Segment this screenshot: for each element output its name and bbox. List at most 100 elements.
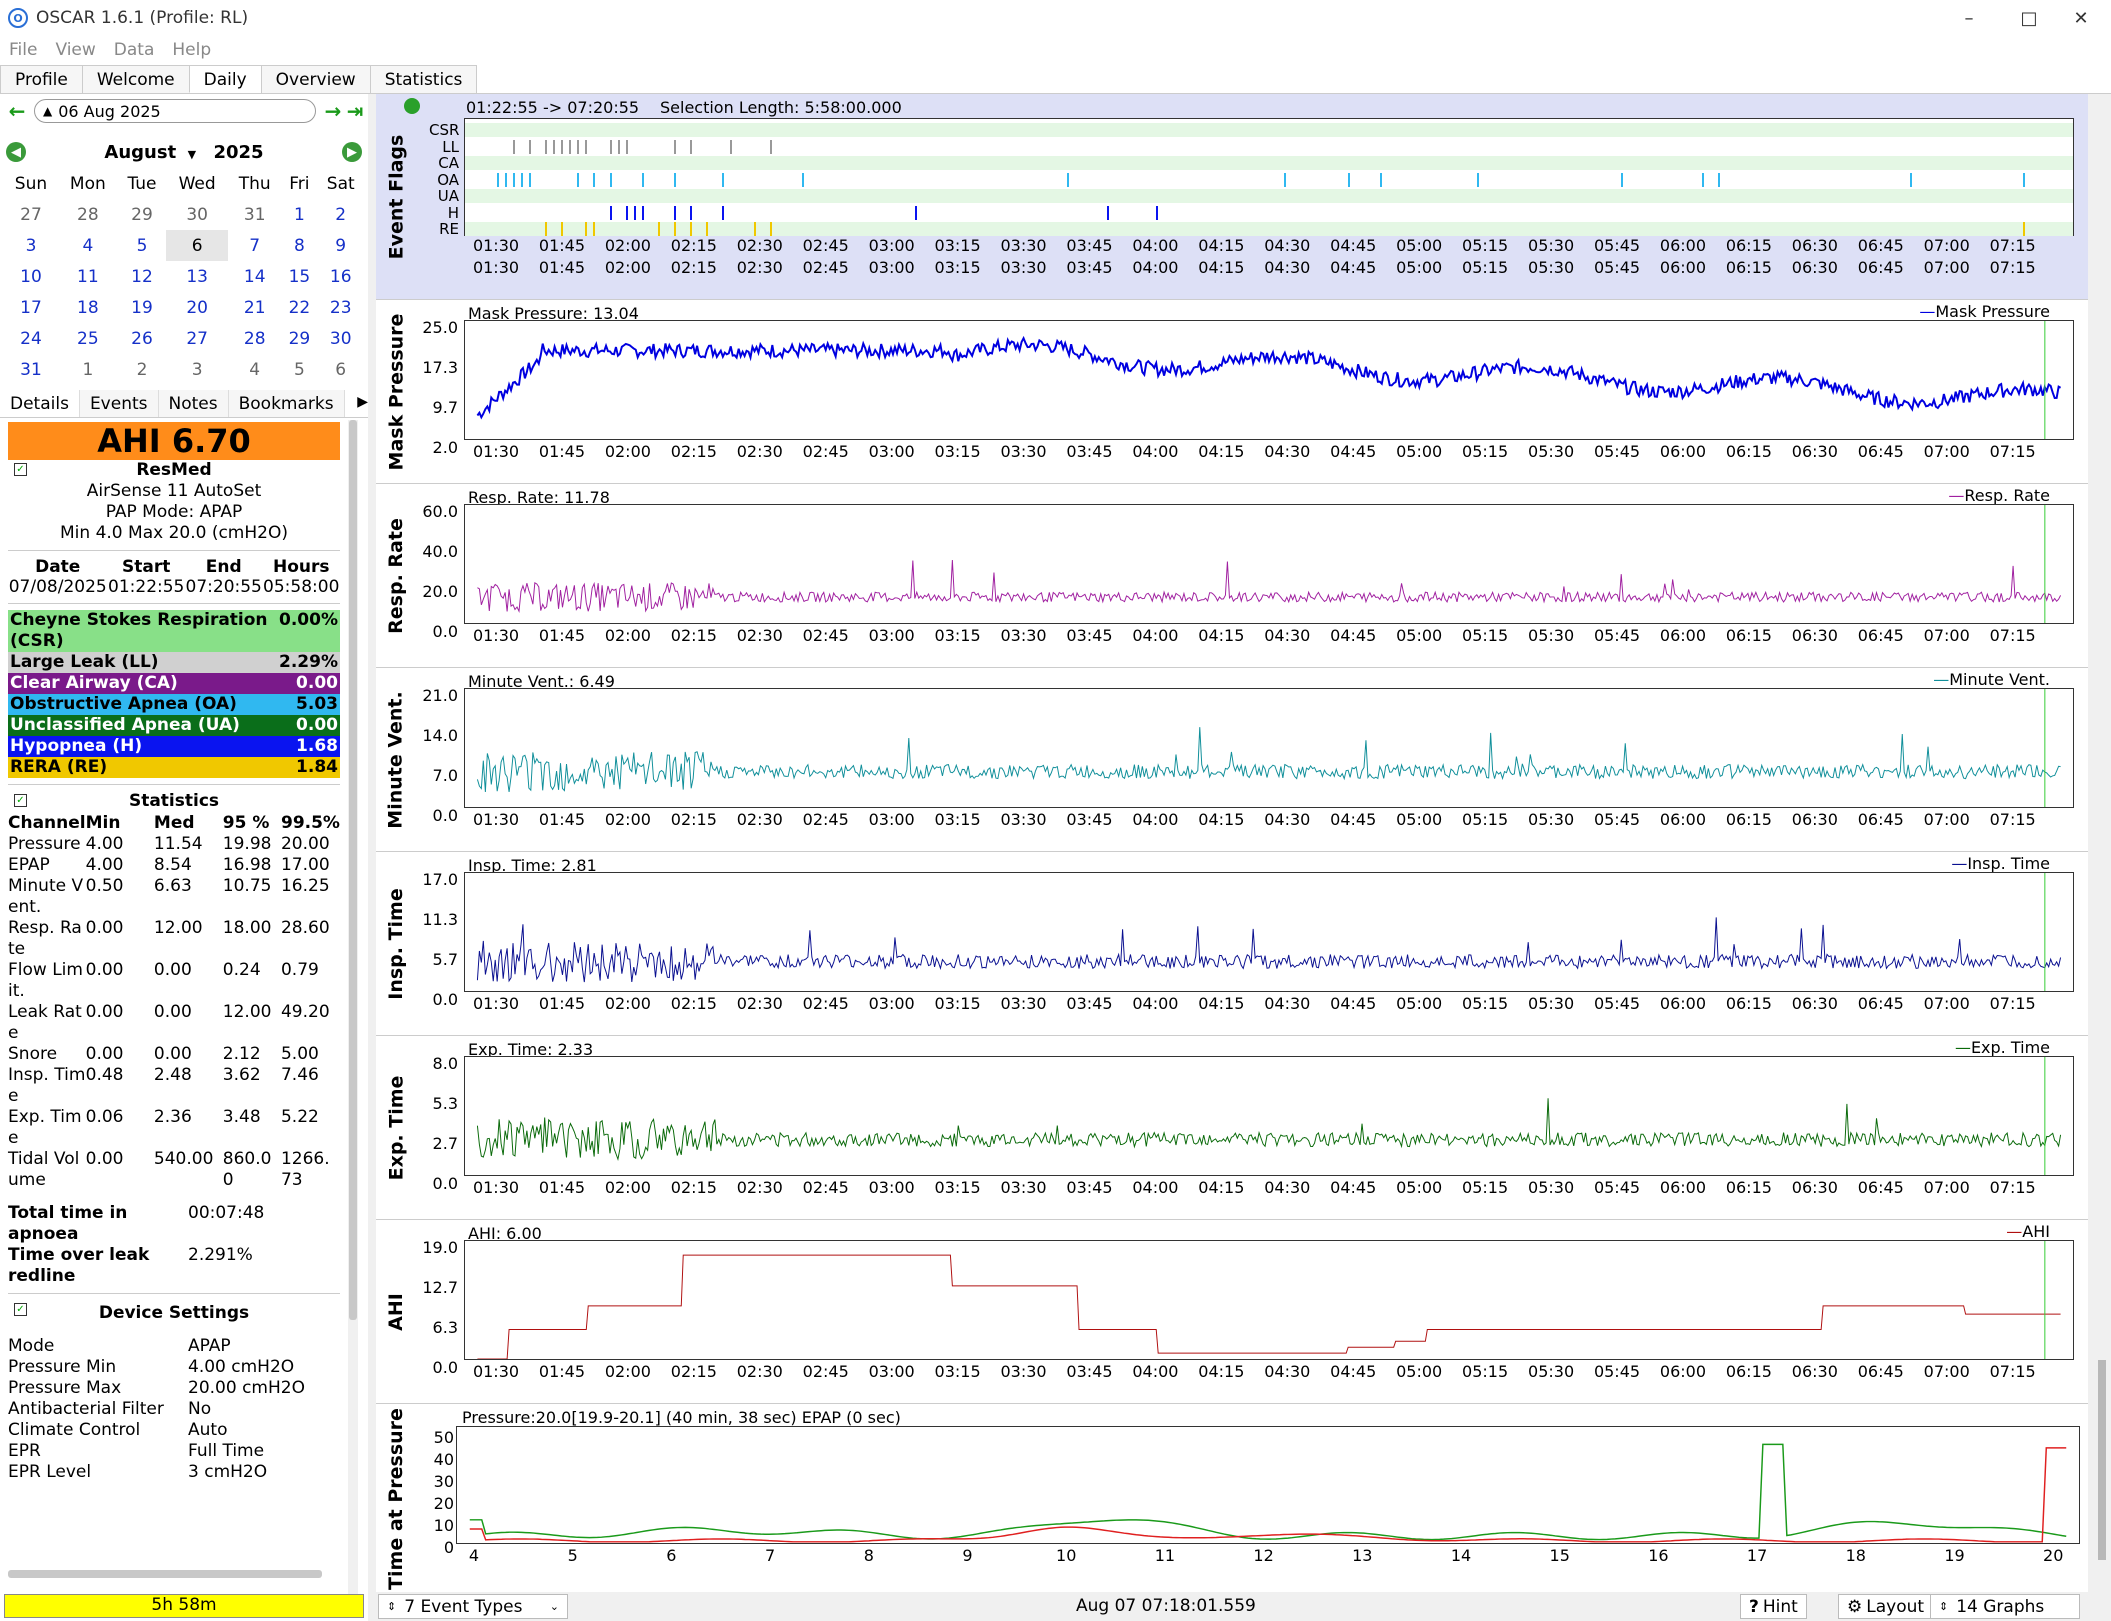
calendar-day[interactable]: 11: [77, 266, 99, 287]
calendar-day[interactable]: 4: [82, 235, 94, 256]
calendar-day[interactable]: 13: [186, 266, 208, 287]
calendar-day[interactable]: 19: [131, 297, 153, 318]
next-day-icon[interactable]: →: [324, 99, 342, 123]
calendar-day[interactable]: 27: [20, 204, 42, 225]
last-day-icon[interactable]: ⇥: [346, 99, 364, 123]
graph-plot[interactable]: [464, 1240, 2074, 1360]
tab-statistics[interactable]: Statistics: [369, 65, 478, 93]
ahigraph-panel[interactable]: AHI AHI: 6.00 —AHI 19.0 12.7 6.3 0.0 01:30 01…: [376, 1220, 2088, 1404]
summary-checkbox[interactable]: ✓: [14, 463, 27, 476]
graphs-dropdown[interactable]: ⇕ 14 Graphs: [1930, 1594, 2080, 1619]
graph-plot[interactable]: [464, 504, 2074, 624]
calendar-day[interactable]: 21: [243, 297, 266, 318]
menu-file[interactable]: File: [9, 40, 38, 60]
calendar-day[interactable]: 20: [186, 297, 208, 318]
tab-bookmarks[interactable]: Bookmarks: [228, 390, 345, 417]
calendar-year[interactable]: 2025: [213, 141, 264, 163]
previous-day-icon[interactable]: ←: [8, 99, 26, 123]
graph-plot[interactable]: [464, 688, 2074, 808]
exp-timegraph-panel[interactable]: Exp. Time Exp. Time: 2.33 —Exp. Time 8.0 5…: [376, 1036, 2088, 1220]
pin-icon[interactable]: [404, 98, 420, 114]
mask-pressuregraph-panel[interactable]: Mask Pressure Mask Pressure: 13.04 —Mask…: [376, 300, 2088, 484]
tab-welcome[interactable]: Welcome: [81, 65, 190, 93]
calendar-day[interactable]: 3: [25, 235, 37, 256]
menu-data[interactable]: Data: [113, 40, 155, 60]
calendar-day[interactable]: 31: [20, 359, 42, 380]
time-at-pressure-plot[interactable]: [456, 1426, 2080, 1544]
calendar-day[interactable]: 7: [249, 235, 261, 256]
event-index-row[interactable]: Obstructive Apnea (OA) 5.03: [8, 694, 340, 715]
date-picker[interactable]: ▲ 06 Aug 2025: [34, 99, 316, 123]
calendar-day[interactable]: 3: [191, 359, 203, 380]
calendar-day[interactable]: 9: [335, 235, 347, 256]
previous-month-icon[interactable]: ◀: [6, 142, 26, 162]
layout-button[interactable]: ⚙ Layout: [1838, 1594, 1934, 1619]
tab-details[interactable]: Details: [0, 390, 80, 417]
tab-events[interactable]: Events: [79, 390, 159, 417]
tab-overview[interactable]: Overview: [260, 65, 371, 93]
details-scrollbar[interactable]: [348, 420, 358, 1614]
calendar-day[interactable]: 29: [131, 204, 153, 225]
calendar-day[interactable]: 18: [77, 297, 99, 318]
event-flags-plot[interactable]: CSR LL CA OA UA H RE: [429, 118, 2074, 238]
minimize-icon[interactable]: –: [1964, 7, 1974, 29]
event-index-row[interactable]: Large Leak (LL) 2.29%: [8, 652, 340, 673]
event-index-row[interactable]: Unclassified Apnea (UA) 0.00: [8, 715, 340, 736]
graph-plot[interactable]: [464, 320, 2074, 440]
month-dropdown-icon[interactable]: ▼: [187, 147, 197, 161]
calendar-day[interactable]: 10: [20, 266, 42, 287]
calendar-day[interactable]: 29: [288, 328, 311, 349]
event-index-row[interactable]: Hypopnea (H) 1.68: [8, 736, 340, 757]
calendar-day[interactable]: 31: [243, 204, 266, 225]
hint-button[interactable]: ? Hint: [1740, 1594, 1807, 1619]
calendar-toggle-icon[interactable]: ▲: [43, 104, 53, 118]
calendar-day[interactable]: 28: [77, 204, 99, 225]
calendar-day[interactable]: 5: [293, 359, 305, 380]
calendar-day[interactable]: 24: [20, 328, 42, 349]
details-hscrollbar[interactable]: [8, 1570, 322, 1578]
calendar-day[interactable]: 26: [131, 328, 153, 349]
device-settings-checkbox[interactable]: ✓: [14, 1303, 27, 1316]
calendar-day[interactable]: 12: [131, 266, 153, 287]
calendar-month[interactable]: August: [104, 141, 177, 163]
menu-view[interactable]: View: [55, 40, 96, 60]
close-icon[interactable]: ✕: [2073, 7, 2089, 29]
calendar-day[interactable]: 28: [243, 328, 266, 349]
resp-rategraph-panel[interactable]: Resp. Rate Resp. Rate: 11.78 —Resp. Rate…: [376, 484, 2088, 668]
calendar-day[interactable]: 6: [335, 359, 347, 380]
insp-timegraph-panel[interactable]: Insp. Time Insp. Time: 2.81 —Insp. Time 1…: [376, 852, 2088, 1036]
menu-help[interactable]: Help: [172, 40, 212, 60]
event-index-row[interactable]: Cheyne Stokes Respiration (CSR) 0.00%: [8, 610, 340, 652]
tab-scroll-right-icon[interactable]: ▶: [357, 394, 368, 410]
maximize-icon[interactable]: □: [2020, 7, 2038, 29]
tab-notes[interactable]: Notes: [158, 390, 229, 417]
time-at-pressure-panel[interactable]: Time at Pressure Pressure:20.0[19.9-20.1…: [376, 1404, 2088, 1594]
calendar-day[interactable]: 17: [20, 297, 42, 318]
calendar-day[interactable]: 22: [288, 297, 311, 318]
calendar-day[interactable]: 23: [329, 297, 352, 318]
minute-vent-graph-panel[interactable]: Minute Vent. Minute Vent.: 6.49 —Minute …: [376, 668, 2088, 852]
calendar-day[interactable]: 27: [186, 328, 208, 349]
calendar-day[interactable]: 8: [293, 235, 305, 256]
next-month-icon[interactable]: ▶: [342, 142, 362, 162]
calendar-day[interactable]: 2: [136, 359, 148, 380]
tab-daily[interactable]: Daily: [188, 65, 262, 93]
calendar-day[interactable]: 4: [249, 359, 261, 380]
calendar-day[interactable]: 1: [293, 204, 305, 225]
event-types-dropdown[interactable]: ⇕ 7 Event Types ⌄: [378, 1594, 568, 1619]
calendar-day[interactable]: 25: [77, 328, 99, 349]
calendar-day[interactable]: 6: [166, 230, 229, 261]
statistics-checkbox[interactable]: ✓: [14, 794, 27, 807]
calendar-day[interactable]: 5: [136, 235, 148, 256]
calendar-day[interactable]: 14: [243, 266, 266, 287]
tab-profile[interactable]: Profile: [0, 65, 83, 93]
graph-plot[interactable]: [464, 1056, 2074, 1176]
graphs-scrollbar[interactable]: [2096, 94, 2108, 1594]
calendar-day[interactable]: 2: [335, 204, 347, 225]
calendar-day[interactable]: 30: [329, 328, 352, 349]
calendar-day[interactable]: 15: [288, 266, 311, 287]
calendar-day[interactable]: 30: [186, 204, 208, 225]
calendar-day[interactable]: 16: [329, 266, 352, 287]
event-flags-panel[interactable]: Event Flags 01:22:55 -> 07:20:55 Selecti…: [376, 94, 2088, 300]
event-index-row[interactable]: RERA (RE) 1.84: [8, 757, 340, 778]
